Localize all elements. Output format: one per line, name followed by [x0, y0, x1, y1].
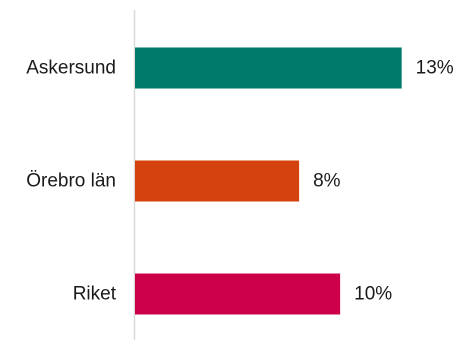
- bar-örebro-län: [135, 160, 300, 202]
- category-label: Riket: [73, 284, 117, 305]
- data-label: 13%: [416, 58, 454, 79]
- bar-riket: [135, 273, 341, 315]
- data-label: 10%: [354, 284, 392, 305]
- bar-askersund: [135, 47, 402, 89]
- data-label: 8%: [313, 171, 341, 192]
- category-label: Askersund: [26, 58, 116, 79]
- category-label: Örebro län: [26, 171, 116, 192]
